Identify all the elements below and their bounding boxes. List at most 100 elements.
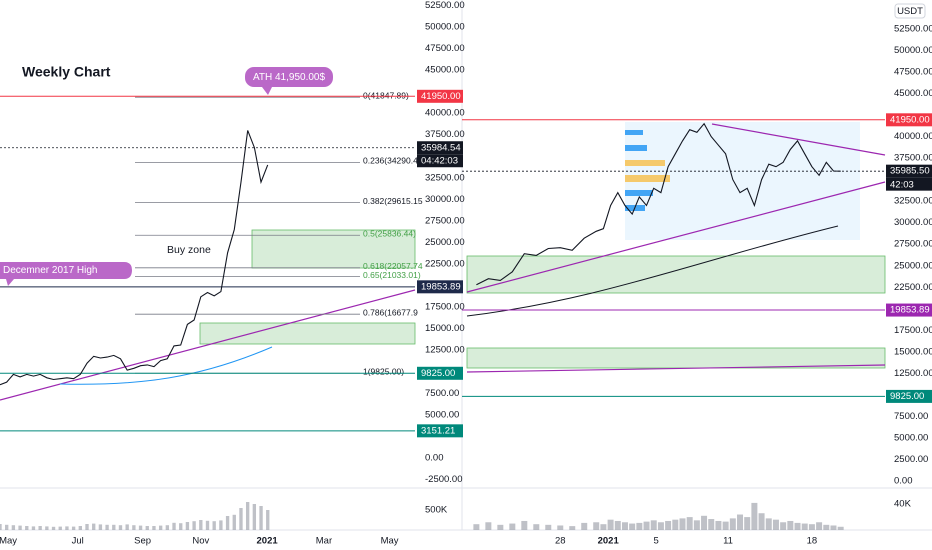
countdown: 42:03 bbox=[890, 180, 914, 191]
volume-bar bbox=[25, 526, 29, 530]
fib-label: 0.65(21033.01) bbox=[363, 270, 421, 280]
price-label: 41950.00 bbox=[421, 91, 461, 102]
price-label-box bbox=[417, 424, 463, 438]
volume-bar bbox=[38, 526, 42, 530]
volume-bar bbox=[125, 524, 129, 530]
y-tick-label: 40000.00 bbox=[425, 108, 465, 119]
volume-bar bbox=[751, 502, 758, 530]
y-tick-label: 0.00 bbox=[425, 453, 444, 464]
x-tick-label: May bbox=[0, 536, 17, 547]
dec-2017-bubble bbox=[0, 262, 132, 286]
volume-bar bbox=[650, 520, 657, 530]
volume-bar bbox=[557, 525, 564, 530]
volume-bar bbox=[787, 520, 794, 530]
volume-bar bbox=[801, 523, 808, 530]
trendline bbox=[0, 289, 416, 401]
volume-bar bbox=[112, 524, 116, 530]
volume-bar bbox=[58, 526, 62, 530]
y-tick-label: 12500.00 bbox=[425, 345, 465, 356]
x-tick-label: Jul bbox=[72, 536, 84, 547]
y-tick-label: 25000.00 bbox=[425, 237, 465, 248]
price-label: 35985.50 bbox=[890, 166, 930, 177]
profile-bar bbox=[625, 130, 643, 135]
volume-bar bbox=[0, 524, 2, 530]
volume-bar bbox=[780, 522, 787, 530]
volume-bar bbox=[118, 525, 123, 530]
volume-bar bbox=[545, 524, 552, 530]
price-label-box bbox=[886, 303, 932, 317]
x-tick-label: 2021 bbox=[257, 536, 279, 547]
volume-bar bbox=[212, 521, 216, 530]
y-tick-label: -2500.00 bbox=[425, 474, 463, 485]
fib-label: 0.382(29615.15 bbox=[363, 196, 423, 206]
x-tick-label: Nov bbox=[192, 536, 209, 547]
price-label: 19853.89 bbox=[421, 281, 461, 292]
y-tick-label: 52500.00 bbox=[894, 23, 932, 34]
volume-bar bbox=[744, 517, 751, 530]
y-tick-label: 37500.00 bbox=[425, 129, 465, 140]
volume-bar bbox=[679, 518, 686, 530]
support-zone bbox=[199, 322, 416, 345]
moving-average bbox=[466, 225, 839, 317]
volume-bar bbox=[232, 514, 236, 530]
y-tick-label: 7500.00 bbox=[894, 411, 928, 422]
volume-bar bbox=[179, 523, 183, 530]
y-tick-label: 47500.00 bbox=[425, 43, 465, 54]
volume-bar bbox=[629, 523, 636, 530]
volume-bar bbox=[245, 502, 250, 530]
volume-bar bbox=[533, 524, 540, 530]
x-tick-label: 11 bbox=[723, 536, 733, 547]
volume-bar bbox=[259, 506, 263, 530]
volume-bar bbox=[71, 526, 76, 530]
x-tick-label: 2021 bbox=[598, 536, 620, 547]
volume-bar bbox=[185, 522, 190, 530]
y-tick-label: 30000.00 bbox=[894, 217, 932, 228]
volume-bar bbox=[758, 513, 765, 530]
y-tick-label: 17500.00 bbox=[894, 325, 932, 336]
price-label: 19853.89 bbox=[890, 305, 930, 316]
y-tick-label: 27500.00 bbox=[425, 215, 465, 226]
volume-bar bbox=[219, 520, 223, 530]
countdown-box bbox=[886, 177, 932, 191]
volume-bar bbox=[715, 520, 722, 530]
volume-bar bbox=[643, 521, 650, 530]
volume-bar bbox=[225, 516, 230, 530]
fib-label: 0.618(22057.74 bbox=[363, 261, 423, 271]
x-tick-label: Sep bbox=[134, 536, 151, 547]
profile-bar bbox=[625, 145, 647, 151]
volume-bar bbox=[5, 524, 9, 530]
y-tick-label: 15000.00 bbox=[425, 323, 465, 334]
volume-bar bbox=[600, 524, 607, 530]
volume-bar bbox=[205, 520, 210, 530]
y-tick-label: 0.00 bbox=[894, 476, 913, 487]
x-tick-label: 28 bbox=[555, 536, 566, 547]
y-tick-label: 32500.00 bbox=[894, 196, 932, 207]
volume-bar bbox=[621, 522, 628, 530]
buy-zone bbox=[251, 229, 416, 269]
price-label: 3151.21 bbox=[421, 425, 455, 436]
volume-bar bbox=[657, 522, 664, 530]
price-line bbox=[0, 130, 269, 386]
volume-bar bbox=[266, 510, 270, 530]
trendline bbox=[466, 364, 886, 373]
y-tick-label: 52500.00 bbox=[425, 0, 465, 11]
annotation: Buy zone bbox=[167, 244, 211, 256]
volume-bar bbox=[132, 525, 136, 530]
fib-label: 0(41847.89) bbox=[363, 90, 409, 100]
volume-bar bbox=[569, 526, 576, 530]
volume-bar bbox=[199, 520, 203, 530]
volume-bar bbox=[85, 524, 89, 530]
x-tick-label: 5 bbox=[653, 536, 658, 547]
volume-bar bbox=[65, 526, 69, 530]
bubble-tail bbox=[262, 87, 272, 95]
y-tick-label: 37500.00 bbox=[894, 153, 932, 164]
volume-bar bbox=[192, 521, 196, 530]
price-label: 9825.00 bbox=[890, 391, 924, 402]
trendline bbox=[711, 123, 886, 156]
volume-bar bbox=[808, 524, 815, 530]
volume-bar bbox=[837, 526, 844, 530]
volume-bar bbox=[521, 520, 528, 530]
volume-bar bbox=[485, 522, 492, 530]
